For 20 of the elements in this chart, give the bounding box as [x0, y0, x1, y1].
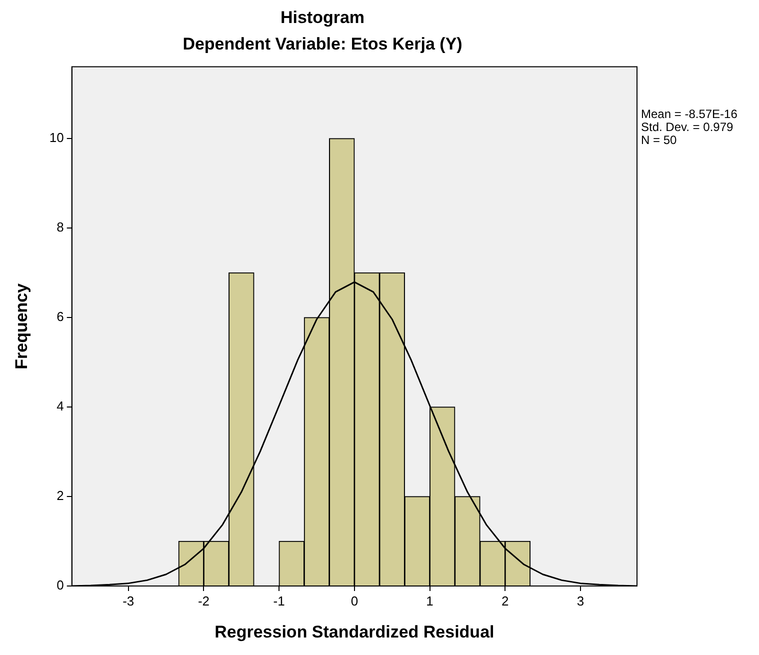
x-tick-label: 0	[350, 593, 358, 608]
x-tick-label: -3	[122, 593, 134, 608]
text: Std. Dev. = 0.979	[641, 120, 734, 134]
text: N = 50	[641, 133, 678, 147]
x-tick-label: 3	[576, 593, 584, 608]
y-tick-label: 8	[56, 220, 64, 235]
x-tick-label: 2	[502, 593, 509, 608]
chart-title: Histogram	[280, 8, 365, 27]
y-tick-label: 10	[49, 130, 64, 145]
y-axis-title: Frequency	[12, 282, 31, 370]
text: Mean = -8.57E-16	[641, 107, 738, 121]
y-tick-label: 0	[56, 578, 64, 593]
chart-subtitle: Dependent Variable: Etos Kerja (Y)	[182, 34, 462, 54]
y-tick-label: 4	[56, 398, 64, 414]
x-axis-title: Regression Standardized Residual	[214, 622, 494, 642]
x-tick-label: -2	[198, 593, 210, 608]
y-tick-label: 6	[56, 309, 64, 324]
x-tick-label: -1	[273, 593, 285, 608]
x-tick-label: 1	[426, 593, 434, 608]
y-tick-label: 2	[56, 488, 64, 504]
